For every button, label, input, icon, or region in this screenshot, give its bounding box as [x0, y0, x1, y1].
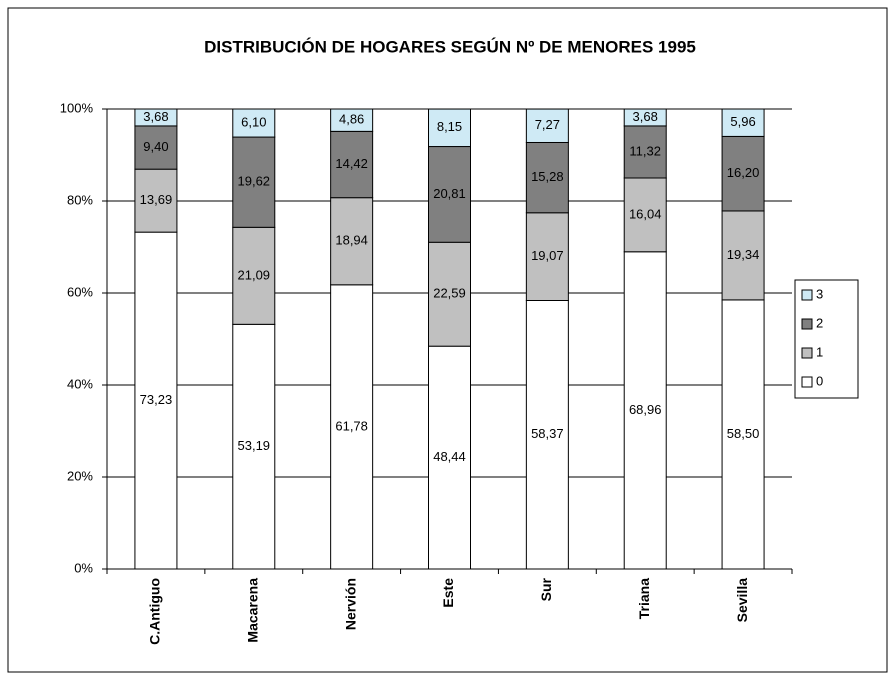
legend-label: 2 — [816, 315, 823, 330]
chart-title: DISTRIBUCIÓN DE HOGARES SEGÚN Nº DE MENO… — [204, 37, 696, 56]
data-label: 14,42 — [335, 156, 368, 171]
y-tick-label: 40% — [67, 376, 93, 391]
bar-segment — [134, 108, 178, 127]
data-label: 58,37 — [531, 426, 564, 441]
data-label: 3,68 — [633, 109, 658, 124]
data-label: 19,62 — [238, 174, 271, 189]
data-label: 58,50 — [727, 426, 760, 441]
data-label: 15,28 — [531, 169, 564, 184]
data-label: 18,94 — [335, 233, 368, 248]
data-label: 9,40 — [143, 139, 168, 154]
y-tick-label: 0% — [74, 560, 93, 575]
x-tick-label: Sur — [538, 577, 554, 601]
data-label: 13,69 — [140, 192, 173, 207]
legend-label: 1 — [816, 344, 823, 359]
y-tick-label: 100% — [60, 100, 94, 115]
bar-segment — [721, 108, 765, 137]
x-tick-label: Triana — [636, 578, 652, 619]
bar-segment — [721, 299, 765, 570]
data-label: 16,04 — [629, 206, 662, 221]
y-tick-label: 80% — [67, 192, 93, 207]
bar-segment — [623, 251, 667, 570]
legend-swatch — [801, 289, 813, 301]
data-label: 5,96 — [730, 114, 755, 129]
y-tick-label: 20% — [67, 468, 93, 483]
bar-segment — [428, 146, 471, 243]
data-label: 19,07 — [531, 248, 564, 263]
bar-segment — [428, 108, 471, 148]
data-label: 6,10 — [241, 114, 266, 129]
data-label: 7,27 — [535, 117, 560, 132]
x-tick-label: Sevilla — [734, 578, 750, 623]
bar-segment — [721, 135, 765, 212]
data-label: 11,32 — [629, 143, 661, 158]
data-label: 3,68 — [143, 109, 168, 124]
bar-segment — [134, 231, 178, 570]
data-label: 22,59 — [433, 286, 466, 301]
bar-segment — [330, 197, 374, 286]
bar-segment — [330, 130, 374, 199]
bar-segment — [721, 210, 765, 301]
x-tick-label: C.Antiguo — [147, 578, 163, 645]
y-tick-label: 60% — [67, 284, 93, 299]
data-label: 16,20 — [727, 165, 760, 180]
bar-segment — [330, 284, 374, 570]
x-tick-label: Este — [440, 578, 456, 608]
data-label: 21,09 — [238, 267, 271, 282]
bar-segment — [428, 345, 471, 570]
data-label: 4,86 — [339, 112, 364, 127]
legend-swatch — [801, 347, 813, 359]
data-label: 8,15 — [437, 119, 462, 134]
data-label: 20,81 — [433, 186, 466, 201]
bar-segment — [525, 141, 569, 214]
bar-segment — [623, 125, 667, 179]
bar-segment — [330, 108, 374, 132]
bar-segment — [525, 108, 569, 143]
bar-segment — [232, 136, 276, 228]
legend-label: 3 — [816, 286, 823, 301]
data-label: 19,34 — [727, 247, 760, 262]
bar-segment — [525, 299, 569, 570]
x-tick-label: Nervión — [342, 578, 358, 630]
bar-segment — [428, 241, 471, 347]
bar-segment — [623, 108, 667, 127]
bar-segment — [525, 212, 569, 301]
data-label: 68,96 — [629, 402, 662, 417]
data-label: 53,19 — [238, 438, 271, 453]
legend-swatch — [801, 318, 813, 330]
legend-swatch — [801, 376, 813, 388]
data-label: 61,78 — [335, 418, 368, 433]
bar-segment — [232, 108, 276, 138]
data-label: 48,44 — [433, 449, 466, 464]
bar-segment — [134, 125, 178, 170]
bar-segment — [232, 226, 276, 325]
legend-label: 0 — [816, 373, 823, 388]
data-label: 73,23 — [140, 392, 173, 407]
x-tick-label: Macarena — [244, 578, 260, 643]
bar-segment — [623, 177, 667, 253]
